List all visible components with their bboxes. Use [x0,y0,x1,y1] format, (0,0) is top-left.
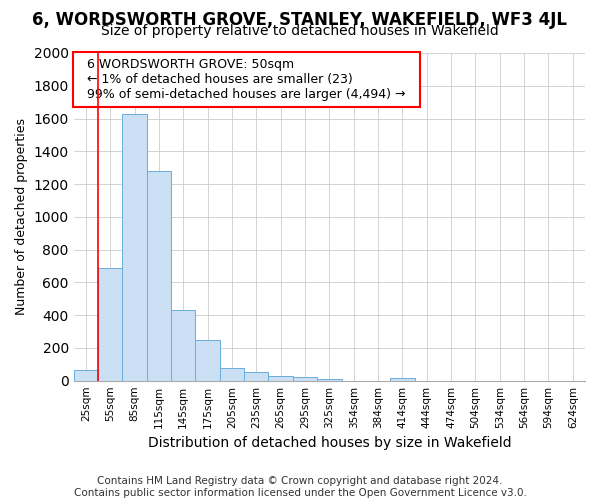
X-axis label: Distribution of detached houses by size in Wakefield: Distribution of detached houses by size … [148,436,511,450]
Bar [122,114,147,380]
Bar [98,268,122,380]
Text: 6, WORDSWORTH GROVE, STANLEY, WAKEFIELD, WF3 4JL: 6, WORDSWORTH GROVE, STANLEY, WAKEFIELD,… [32,11,568,29]
Text: 6 WORDSWORTH GROVE: 50sqm  
  ← 1% of detached houses are smaller (23)  
  99% o: 6 WORDSWORTH GROVE: 50sqm ← 1% of detach… [79,58,413,101]
Y-axis label: Number of detached properties: Number of detached properties [15,118,28,316]
Bar [220,368,244,380]
Bar [196,340,220,380]
Bar [268,376,293,380]
Bar [244,372,268,380]
Bar [147,171,171,380]
Text: Size of property relative to detached houses in Wakefield: Size of property relative to detached ho… [101,24,499,38]
Bar [390,378,415,380]
Bar [293,376,317,380]
Bar [171,310,196,380]
Bar [317,379,341,380]
Text: Contains HM Land Registry data © Crown copyright and database right 2024.
Contai: Contains HM Land Registry data © Crown c… [74,476,526,498]
Bar [74,370,98,380]
